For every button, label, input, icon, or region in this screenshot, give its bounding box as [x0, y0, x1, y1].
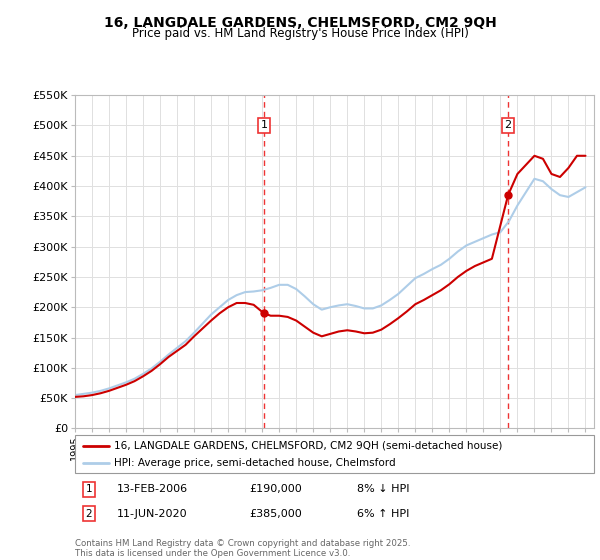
Text: 11-JUN-2020: 11-JUN-2020 [117, 508, 188, 519]
Text: 1: 1 [85, 484, 92, 494]
Text: 1: 1 [260, 120, 268, 130]
Text: 8% ↓ HPI: 8% ↓ HPI [357, 484, 409, 494]
Text: 6% ↑ HPI: 6% ↑ HPI [357, 508, 409, 519]
Text: 2: 2 [505, 120, 512, 130]
Text: Contains HM Land Registry data © Crown copyright and database right 2025.
This d: Contains HM Land Registry data © Crown c… [75, 539, 410, 558]
Text: 2: 2 [85, 508, 92, 519]
Text: HPI: Average price, semi-detached house, Chelmsford: HPI: Average price, semi-detached house,… [114, 458, 395, 468]
Text: 13-FEB-2006: 13-FEB-2006 [117, 484, 188, 494]
Text: £190,000: £190,000 [249, 484, 302, 494]
Text: 16, LANGDALE GARDENS, CHELMSFORD, CM2 9QH: 16, LANGDALE GARDENS, CHELMSFORD, CM2 9Q… [104, 16, 496, 30]
Text: Price paid vs. HM Land Registry's House Price Index (HPI): Price paid vs. HM Land Registry's House … [131, 27, 469, 40]
Text: £385,000: £385,000 [249, 508, 302, 519]
Text: 16, LANGDALE GARDENS, CHELMSFORD, CM2 9QH (semi-detached house): 16, LANGDALE GARDENS, CHELMSFORD, CM2 9Q… [114, 441, 502, 451]
